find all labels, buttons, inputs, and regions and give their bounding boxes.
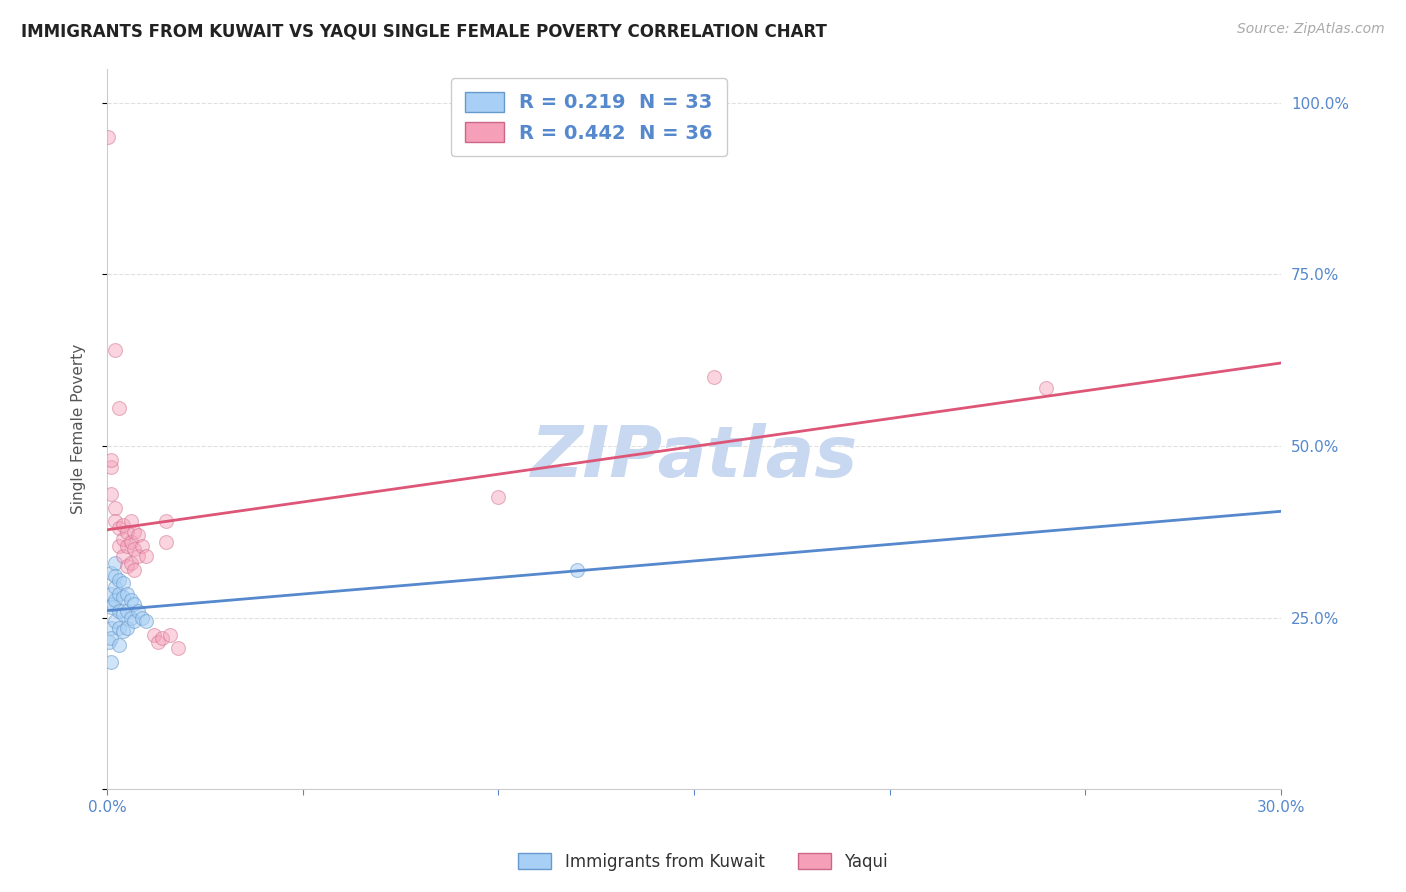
Point	[108, 638, 131, 652]
Point	[111, 576, 134, 591]
Point	[100, 655, 122, 669]
Point	[111, 549, 134, 563]
Point	[101, 597, 124, 611]
Text: Source: ZipAtlas.com: Source: ZipAtlas.com	[1237, 22, 1385, 37]
Point	[100, 452, 122, 467]
Point	[100, 586, 122, 600]
Point	[155, 515, 177, 529]
Point	[124, 524, 146, 539]
Legend: R = 0.219  N = 33, R = 0.442  N = 36: R = 0.219 N = 33, R = 0.442 N = 36	[451, 78, 727, 156]
Point	[100, 459, 122, 474]
Point	[124, 562, 146, 576]
Point	[565, 562, 588, 576]
Point	[124, 597, 146, 611]
Point	[104, 556, 127, 570]
Point	[100, 600, 122, 615]
Point	[120, 556, 142, 570]
Point	[100, 621, 122, 635]
Point	[155, 535, 177, 549]
Point	[115, 559, 138, 574]
Point	[104, 500, 127, 515]
Point	[115, 539, 138, 553]
Point	[111, 624, 134, 639]
Point	[131, 539, 153, 553]
Point	[108, 539, 131, 553]
Point	[111, 590, 134, 604]
Point	[166, 641, 188, 656]
Point	[127, 549, 149, 563]
Point	[135, 614, 157, 628]
Point	[100, 566, 122, 580]
Point	[127, 528, 149, 542]
Point	[486, 491, 509, 505]
Point	[135, 549, 157, 563]
Point	[104, 593, 127, 607]
Point	[127, 604, 149, 618]
Point	[100, 631, 122, 645]
Point	[104, 580, 127, 594]
Point	[150, 631, 173, 645]
Point	[143, 628, 166, 642]
Point	[108, 573, 131, 587]
Point	[115, 586, 138, 600]
Point	[97, 130, 120, 145]
Point	[108, 401, 131, 416]
Point	[111, 607, 134, 621]
Point	[115, 621, 138, 635]
Point	[111, 517, 134, 532]
Point	[115, 524, 138, 539]
Point	[108, 586, 131, 600]
Point	[131, 610, 153, 624]
Point	[120, 610, 142, 624]
Point	[104, 569, 127, 583]
Point	[120, 515, 142, 529]
Point	[104, 515, 127, 529]
Y-axis label: Single Female Poverty: Single Female Poverty	[72, 343, 86, 514]
Point	[124, 614, 146, 628]
Point	[115, 604, 138, 618]
Point	[146, 634, 169, 648]
Point	[104, 614, 127, 628]
Point	[108, 521, 131, 535]
Point	[100, 487, 122, 501]
Point	[104, 343, 127, 357]
Point	[98, 634, 121, 648]
Text: IMMIGRANTS FROM KUWAIT VS YAQUI SINGLE FEMALE POVERTY CORRELATION CHART: IMMIGRANTS FROM KUWAIT VS YAQUI SINGLE F…	[21, 22, 827, 40]
Point	[108, 621, 131, 635]
Legend: Immigrants from Kuwait, Yaqui: Immigrants from Kuwait, Yaqui	[509, 845, 897, 880]
Point	[1035, 381, 1057, 395]
Point	[159, 628, 181, 642]
Point	[120, 593, 142, 607]
Point	[703, 370, 725, 384]
Point	[111, 532, 134, 546]
Text: ZIPatlas: ZIPatlas	[530, 423, 858, 492]
Point	[108, 604, 131, 618]
Point	[120, 535, 142, 549]
Point	[124, 541, 146, 556]
